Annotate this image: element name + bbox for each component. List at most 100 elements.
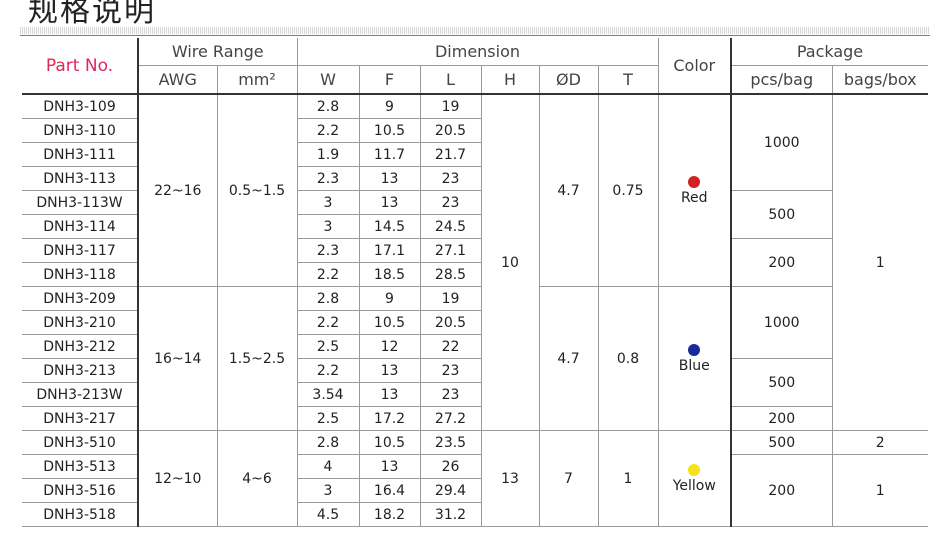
- dim-h: 13: [480, 430, 540, 527]
- dim-f: 16.4: [358, 478, 421, 503]
- pcs-per-bag: 200: [730, 238, 833, 287]
- dim-w: 2.3: [296, 238, 360, 263]
- dim-f: 13: [358, 190, 421, 215]
- pcs-per-bag: 500: [730, 358, 833, 407]
- dim-l: 20.5: [419, 310, 482, 335]
- dim-od: 4.7: [538, 93, 599, 287]
- color-cell: Yellow: [657, 430, 732, 527]
- dim-w: 4: [296, 454, 360, 479]
- table-row: DNH3-513 4 13 26 200 1: [22, 454, 928, 527]
- part-number: DNH3-111: [22, 142, 139, 167]
- dim-w: 4.5: [296, 502, 360, 527]
- header-wire-range: Wire Range: [137, 38, 298, 66]
- dim-f: 10.5: [358, 118, 421, 143]
- header-mm2: mm²: [216, 65, 298, 95]
- pcs-per-bag: 1000: [730, 93, 833, 191]
- dim-l: 22: [419, 334, 482, 359]
- color-dot-icon: [688, 463, 701, 476]
- table-row: DNH3-518 4.5 18.2 31.2: [22, 502, 928, 527]
- dim-w: 2.2: [296, 310, 360, 335]
- dotted-divider: [20, 27, 930, 34]
- header-t: T: [597, 65, 659, 95]
- header-f: F: [358, 65, 421, 95]
- dim-l: 23: [419, 190, 482, 215]
- table-row: DNH3-117 2.3 17.1 27.1 200: [22, 238, 928, 287]
- dim-w: 2.3: [296, 166, 360, 191]
- dim-l: 24.5: [419, 214, 482, 239]
- color-cell: Red: [657, 93, 732, 287]
- dim-w: 1.9: [296, 142, 360, 167]
- dim-f: 14.5: [358, 214, 421, 239]
- part-number: DNH3-510: [22, 430, 139, 455]
- dim-f: 11.7: [358, 142, 421, 167]
- color-dot-icon: [688, 343, 701, 356]
- awg-range: 12~10: [137, 430, 218, 527]
- dim-l: 19: [419, 93, 482, 119]
- dim-f: 13: [358, 382, 421, 407]
- part-number: DNH3-213W: [22, 382, 139, 407]
- part-number: DNH3-212: [22, 334, 139, 359]
- header-h: H: [480, 65, 540, 95]
- dim-l: 23: [419, 358, 482, 383]
- dim-l: 27.1: [419, 238, 482, 263]
- part-number: DNH3-117: [22, 238, 139, 263]
- color-label: Blue: [678, 357, 710, 374]
- dim-l: 28.5: [419, 262, 482, 287]
- dim-h: 10: [480, 93, 540, 431]
- header-w: W: [296, 65, 360, 95]
- color-label: Yellow: [672, 477, 716, 494]
- dim-w: 2.2: [296, 358, 360, 383]
- table-row: DNH3-213W 3.54 13 23: [22, 382, 928, 407]
- dim-f: 10.5: [358, 310, 421, 335]
- color-cell: Blue: [657, 286, 732, 431]
- table-row: DNH3-113 2.3 13 23: [22, 166, 928, 191]
- part-number: DNH3-113W: [22, 190, 139, 215]
- pcs-per-bag: 200: [730, 454, 833, 527]
- awg-range: 16~14: [137, 286, 218, 431]
- mm2-range: 0.5~1.5: [216, 93, 298, 287]
- table-row: DNH3-118 2.2 18.5 28.5: [22, 262, 928, 287]
- color-dot-icon: [688, 175, 701, 188]
- table-row: DNH3-510 12~10 4~6 2.8 10.5 23.5 13 7 1 Yellow 500…: [22, 430, 928, 527]
- dim-f: 9: [358, 93, 421, 119]
- dim-w: 2.8: [296, 430, 360, 455]
- dim-f: 17.1: [358, 238, 421, 263]
- part-number: DNH3-114: [22, 214, 139, 239]
- mm2-range: 1.5~2.5: [216, 286, 298, 431]
- dim-w: 2.8: [296, 286, 360, 311]
- dim-f: 12: [358, 334, 421, 359]
- header-pcs-bag: pcs/bag: [730, 65, 833, 95]
- dim-l: 26: [419, 454, 482, 479]
- dim-l: 31.2: [419, 502, 482, 527]
- dim-t: 0.75: [597, 93, 659, 287]
- mm2-range: 4~6: [216, 430, 298, 527]
- dim-l: 23: [419, 382, 482, 407]
- table-row: DNH3-113W 3 13 23 500: [22, 190, 928, 239]
- part-number: DNH3-109: [22, 93, 139, 119]
- part-number: DNH3-513: [22, 454, 139, 479]
- dim-w: 2.8: [296, 93, 360, 119]
- dim-od: 4.7: [538, 286, 599, 431]
- header-od: ØD: [538, 65, 599, 95]
- header-awg: AWG: [137, 65, 218, 95]
- pcs-per-bag: 500: [730, 190, 833, 239]
- dim-l: 27.2: [419, 406, 482, 431]
- part-number: DNH3-516: [22, 478, 139, 503]
- bags-per-box: 1: [831, 454, 928, 527]
- awg-range: 22~16: [137, 93, 218, 287]
- dim-t: 0.8: [597, 286, 659, 431]
- dim-l: 23.5: [419, 430, 482, 455]
- dim-f: 18.2: [358, 502, 421, 527]
- dim-l: 29.4: [419, 478, 482, 503]
- dim-f: 13: [358, 166, 421, 191]
- pcs-per-bag: 500: [730, 430, 833, 455]
- pcs-per-bag: 200: [730, 406, 833, 431]
- table-row: DNH3-109 22~16 0.5~1.5 2.8 9 19 10 4.7 0.75 Red 10…: [22, 93, 928, 431]
- spec-table: Part No. Wire Range Dimension Color Pack…: [22, 38, 928, 527]
- bags-per-box: 2: [831, 430, 928, 455]
- dim-od: 7: [538, 430, 599, 527]
- color-label: Red: [680, 189, 708, 206]
- header-color: Color: [657, 38, 732, 95]
- part-number: DNH3-217: [22, 406, 139, 431]
- dim-w: 3: [296, 478, 360, 503]
